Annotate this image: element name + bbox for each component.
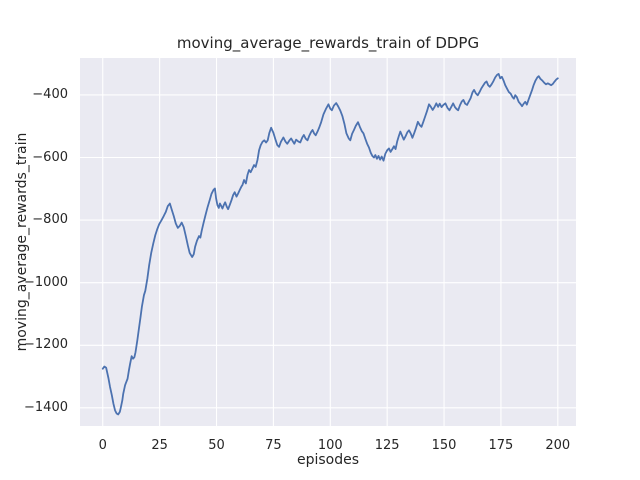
y-tick-label: −1000: [24, 274, 68, 290]
x-tick-label: 0: [98, 438, 107, 453]
y-tick-label: −1200: [24, 337, 68, 353]
y-tick-label: −400: [32, 86, 68, 102]
x-tick-label: 50: [208, 438, 225, 453]
plot-area: [80, 58, 576, 426]
x-tick-label: 25: [151, 438, 168, 453]
y-tick-label: −1400: [24, 399, 68, 415]
x-tick-label: 125: [374, 438, 400, 453]
y-tick-label: −600: [32, 149, 68, 165]
y-tick-label: −800: [32, 212, 68, 228]
y-axis-label: moving_average_rewards_train: [14, 132, 30, 352]
x-tick-label: 100: [317, 438, 343, 453]
x-tick-label: 175: [488, 438, 514, 453]
x-tick-label: 200: [545, 438, 571, 453]
x-tick-label: 150: [431, 438, 457, 453]
x-tick-label: 75: [265, 438, 282, 453]
series-line-moving_average_rewards_train: [101, 73, 559, 416]
chart-title: moving_average_rewards_train of DDPG: [176, 34, 480, 52]
x-axis-label: episodes: [296, 452, 360, 468]
